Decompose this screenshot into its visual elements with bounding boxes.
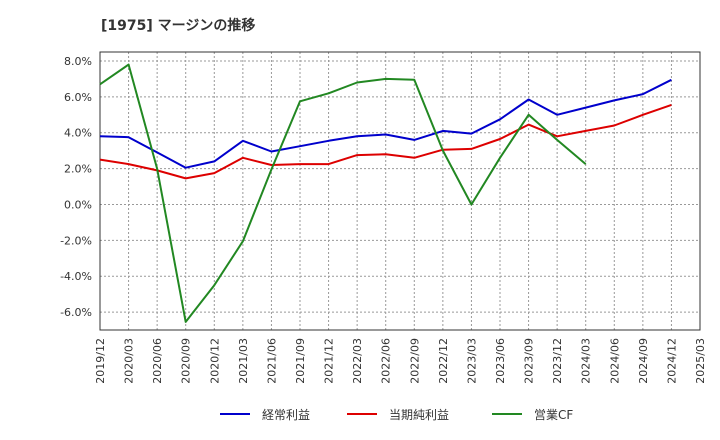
x-tick-label: 2021/09 [294, 338, 307, 384]
y-tick-label: 8.0% [64, 55, 92, 68]
x-tick-label: 2021/12 [323, 338, 336, 384]
series-line-1 [99, 103, 672, 180]
x-axis-ticks: 2019/12 2020/03 2020/06 2020/09 2020/12 2021/… [94, 338, 707, 384]
x-tick-label: 2023/09 [523, 338, 536, 384]
y-tick-label: -4.0% [60, 270, 92, 283]
y-tick-label: -6.0% [60, 306, 92, 319]
x-tick-label: 2022/09 [408, 338, 421, 384]
chart-title: [1975] マージンの推移 [101, 18, 256, 34]
x-tick-label: 2020/06 [151, 338, 164, 384]
x-tick-label: 2024/03 [580, 338, 593, 384]
grid [100, 52, 700, 330]
x-tick-label: 2023/03 [465, 338, 478, 384]
y-tick-label: 4.0% [64, 127, 92, 140]
legend: 経常利益 当期純利益 営業CF [220, 408, 573, 422]
series-layer [99, 63, 672, 323]
x-tick-label: 2025/03 [694, 338, 707, 384]
series-line-2 [99, 63, 587, 323]
x-tick-label: 2020/03 [123, 338, 136, 384]
x-tick-label: 2022/06 [380, 338, 393, 384]
y-axis-ticks: 8.0% 6.0% 4.0% 2.0% 0.0% -2.0% -4.0% -6.0% [60, 55, 92, 319]
x-tick-label: 2024/12 [665, 338, 678, 384]
x-tick-label: 2023/12 [551, 338, 564, 384]
x-tick-label: 2021/06 [265, 338, 278, 384]
x-tick-label: 2021/03 [237, 338, 250, 384]
x-tick-label: 2019/12 [94, 338, 107, 384]
x-tick-label: 2023/06 [494, 338, 507, 384]
x-tick-label: 2020/09 [180, 338, 193, 384]
legend-label: 当期純利益 [389, 408, 449, 422]
y-tick-label: 6.0% [64, 91, 92, 104]
plot-area-frame [99, 51, 701, 331]
x-tick-label: 2024/09 [637, 338, 650, 384]
legend-label: 経常利益 [262, 408, 310, 422]
series-line-0 [99, 78, 672, 169]
x-tick-label: 2024/06 [608, 338, 621, 384]
x-tick-label: 2022/03 [351, 338, 364, 384]
y-tick-label: 0.0% [64, 198, 92, 211]
x-tick-label: 2020/12 [208, 338, 221, 384]
legend-label: 営業CF [534, 408, 573, 422]
y-tick-label: 2.0% [64, 163, 92, 176]
y-tick-label: -2.0% [60, 234, 92, 247]
x-tick-label: 2022/12 [437, 338, 450, 384]
